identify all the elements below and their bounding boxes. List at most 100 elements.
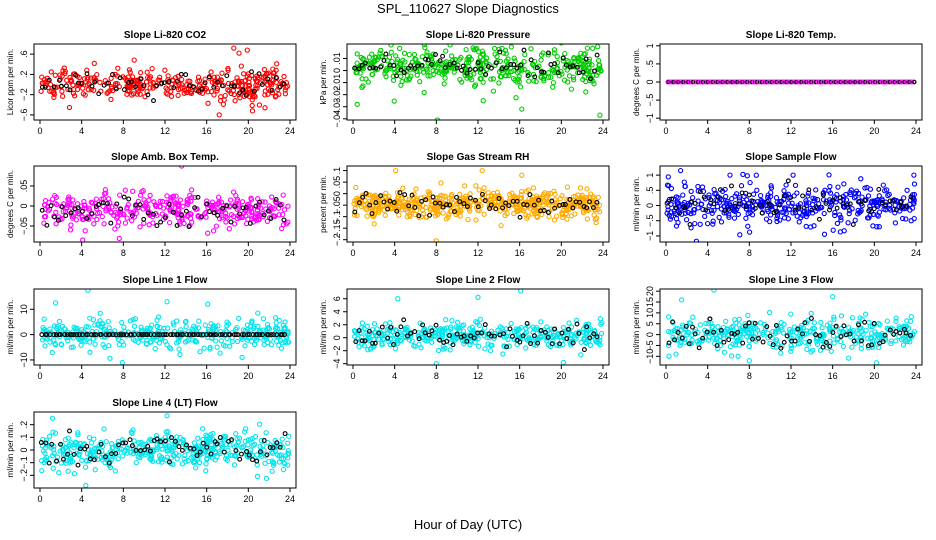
data-point <box>84 71 90 77</box>
data-point <box>117 192 123 198</box>
data-point <box>873 360 880 365</box>
y-tick-label: −.2 <box>19 88 29 101</box>
y-tick-label: −1 <box>645 113 655 123</box>
data-point <box>239 354 245 361</box>
data-point <box>460 328 467 334</box>
data-point <box>106 343 112 349</box>
data-point <box>67 227 74 233</box>
data-point <box>689 195 696 201</box>
data-point <box>225 80 232 87</box>
x-tick-label: 8 <box>434 126 439 136</box>
data-point <box>229 437 234 443</box>
data-point <box>182 452 188 459</box>
data-point <box>394 331 400 337</box>
data-point <box>836 212 843 218</box>
data-point <box>154 323 160 329</box>
data-point <box>703 207 709 213</box>
data-point <box>168 197 174 203</box>
data-point <box>155 459 162 465</box>
data-point <box>112 71 118 78</box>
data-point <box>252 441 258 448</box>
data-point <box>494 189 501 196</box>
data-point <box>273 320 279 326</box>
data-point <box>837 195 843 201</box>
data-point <box>153 433 160 439</box>
data-point <box>155 77 161 83</box>
data-point <box>712 191 718 197</box>
data-point <box>795 79 801 85</box>
data-point <box>226 204 233 210</box>
data-point <box>91 221 97 227</box>
data-point <box>750 336 755 342</box>
data-point <box>181 90 187 96</box>
data-point <box>195 332 201 338</box>
data-point <box>434 117 441 120</box>
data-point <box>561 77 568 83</box>
data-point <box>154 223 160 229</box>
data-point <box>353 184 359 191</box>
data-point <box>58 441 63 447</box>
data-point <box>833 323 839 329</box>
data-point <box>810 79 816 85</box>
data-point <box>98 332 104 338</box>
data-point <box>703 320 709 327</box>
data-point <box>880 332 886 338</box>
data-point <box>741 79 747 85</box>
data-point <box>282 87 288 93</box>
data-point <box>448 53 455 59</box>
data-point <box>184 86 190 93</box>
data-point <box>391 98 397 104</box>
data-point <box>873 202 880 208</box>
data-point <box>44 222 50 228</box>
data-point <box>128 449 134 456</box>
data-point <box>83 323 89 330</box>
data-point <box>81 202 88 208</box>
data-point <box>256 102 263 108</box>
data-point <box>548 74 554 80</box>
data-point <box>667 216 674 222</box>
data-point <box>204 201 210 207</box>
data-point <box>555 70 561 76</box>
data-point <box>192 194 198 201</box>
data-point <box>700 335 706 341</box>
data-point <box>58 460 64 466</box>
data-point <box>500 351 506 357</box>
data-point <box>563 62 569 68</box>
data-point <box>239 444 245 450</box>
data-points <box>664 167 918 242</box>
data-point <box>505 56 511 62</box>
data-point <box>444 338 450 344</box>
data-point <box>63 213 69 219</box>
data-point <box>729 330 735 336</box>
data-point <box>538 319 544 325</box>
data-point <box>482 198 488 204</box>
x-tick-label: 8 <box>747 126 752 136</box>
data-point <box>380 336 386 342</box>
data-point <box>498 73 504 80</box>
data-point <box>592 68 597 74</box>
data-point <box>457 191 463 197</box>
data-point <box>721 210 727 216</box>
data-point <box>594 199 600 205</box>
data-point <box>562 50 568 57</box>
data-point <box>65 468 71 474</box>
data-point <box>424 338 430 344</box>
data-point <box>173 450 179 457</box>
data-point <box>352 333 358 340</box>
x-tick-label: 8 <box>121 126 126 136</box>
data-point <box>130 336 136 343</box>
y-tick-label: 0 <box>19 203 29 208</box>
data-point <box>395 194 402 200</box>
data-point <box>257 449 263 455</box>
data-point <box>258 437 264 444</box>
data-point <box>389 58 395 65</box>
data-point <box>550 84 556 90</box>
data-point <box>104 200 110 206</box>
y-tick-label: −4 <box>332 359 342 369</box>
data-point <box>81 441 87 447</box>
data-point <box>768 185 775 191</box>
data-point <box>261 438 267 443</box>
data-point <box>353 69 359 76</box>
data-point <box>179 461 186 467</box>
